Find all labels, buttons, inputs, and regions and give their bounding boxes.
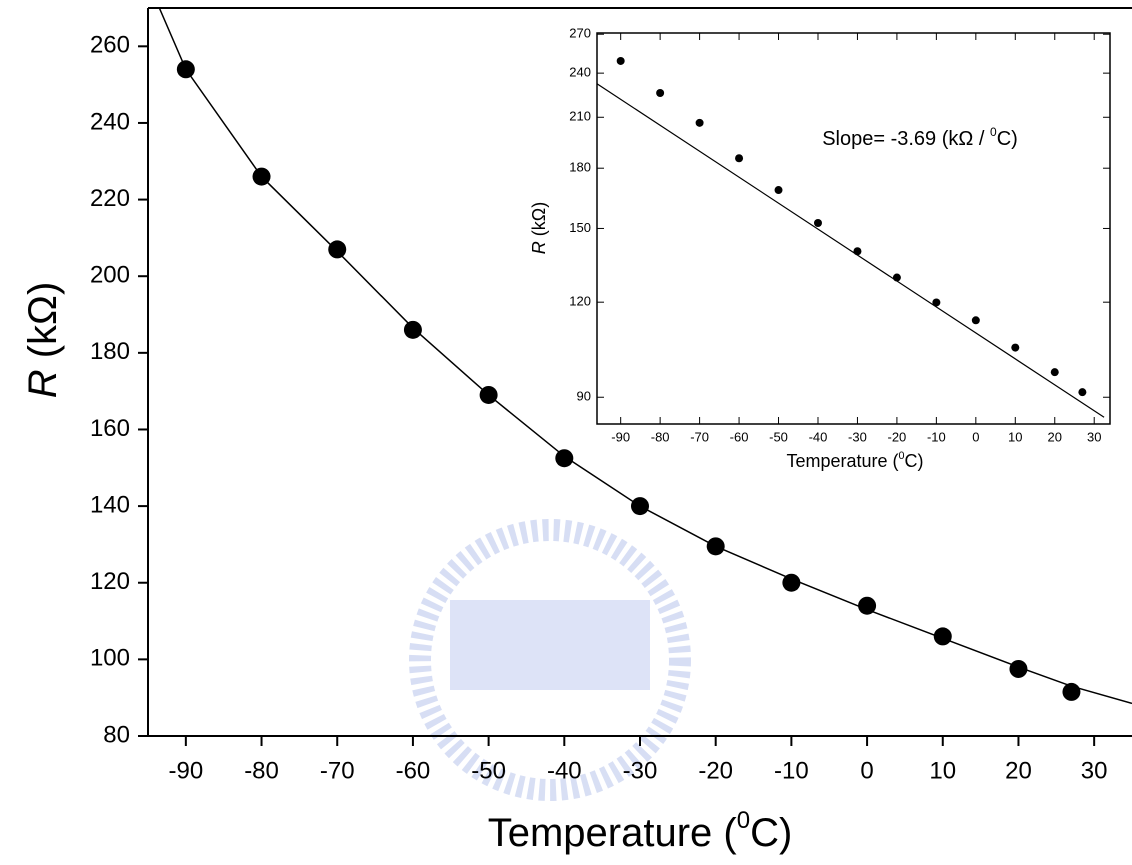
- y-tick-label: 240: [90, 108, 130, 135]
- x-tick-label: 20: [1048, 429, 1062, 444]
- x-tick-label: 30: [1081, 757, 1108, 784]
- data-point: [1078, 388, 1087, 397]
- x-tick-label: -50: [471, 757, 506, 784]
- data-point: [932, 298, 941, 307]
- x-tick-label: -20: [888, 429, 907, 444]
- x-axis-label: Temperature (0C): [786, 450, 923, 471]
- y-tick-label: 120: [90, 568, 130, 595]
- x-tick-label: -40: [547, 757, 582, 784]
- data-point: [933, 627, 952, 646]
- x-tick-label: -30: [848, 429, 867, 444]
- data-point: [403, 320, 422, 339]
- y-tick-label: 200: [90, 262, 130, 289]
- x-tick-label: 30: [1087, 429, 1101, 444]
- x-axis-label-part: Temperature (: [488, 811, 738, 855]
- annotation-part: Slope= -3.69 (kΩ /: [822, 128, 990, 150]
- data-point: [656, 89, 665, 98]
- y-tick-label: 90: [577, 389, 591, 404]
- y-tick-label: 220: [90, 185, 130, 212]
- x-tick-label: -20: [698, 757, 733, 784]
- y-tick-label: 180: [90, 338, 130, 365]
- y-axis-label-part: R: [529, 241, 549, 254]
- y-axis-label-part: (kΩ): [21, 282, 65, 370]
- y-tick-label: 120: [569, 294, 591, 309]
- data-point: [616, 56, 625, 65]
- data-point: [1050, 368, 1059, 377]
- y-tick-label: 260: [90, 32, 130, 59]
- y-tick-label: 150: [569, 220, 591, 235]
- x-tick-label: -30: [623, 757, 658, 784]
- fit-line: [597, 83, 1105, 418]
- x-axis-label-part: 0: [737, 807, 750, 834]
- x-axis-label-part: Temperature (: [786, 451, 898, 471]
- data-point: [858, 596, 877, 615]
- annotation-part: 0: [990, 125, 997, 139]
- x-axis-label-part: 0: [899, 450, 905, 462]
- data-point: [735, 154, 744, 163]
- data-point: [328, 240, 347, 259]
- x-tick-label: -60: [730, 429, 749, 444]
- y-tick-label: 180: [569, 160, 591, 175]
- x-tick-label: -10: [774, 757, 809, 784]
- x-tick-label: 10: [929, 757, 956, 784]
- plot-frame: [596, 32, 1111, 425]
- x-tick-label: -80: [244, 757, 279, 784]
- data-point: [782, 573, 801, 592]
- y-axis-label-part: R: [21, 369, 65, 398]
- x-tick-label: 20: [1005, 757, 1032, 784]
- x-axis-label-part: C): [750, 811, 792, 855]
- x-tick-label: 0: [972, 429, 979, 444]
- data-point: [695, 118, 704, 127]
- y-axis-label: R (kΩ): [21, 282, 65, 399]
- y-axis-label: R (kΩ): [529, 202, 549, 254]
- fit-line: [158, 8, 1132, 705]
- x-tick-label: -50: [769, 429, 788, 444]
- data-point: [971, 316, 980, 325]
- annotation-part: C): [997, 128, 1018, 150]
- x-axis-label-part: C): [905, 451, 924, 471]
- data-point: [555, 449, 574, 468]
- watermark: [409, 519, 691, 801]
- x-tick-label: -70: [690, 429, 709, 444]
- x-tick-label: -10: [927, 429, 946, 444]
- y-tick-label: 160: [90, 415, 130, 442]
- x-axis-label: Temperature (0C): [488, 807, 793, 855]
- y-tick-label: 140: [90, 491, 130, 518]
- x-tick-label: 0: [860, 757, 873, 784]
- data-point: [1009, 659, 1028, 678]
- y-tick-label: 240: [569, 65, 591, 80]
- x-tick-label: -80: [651, 429, 670, 444]
- y-tick-label: 100: [90, 645, 130, 672]
- data-point: [774, 186, 783, 195]
- data-point: [813, 218, 822, 227]
- x-tick-label: -90: [169, 757, 204, 784]
- y-tick-label: 80: [103, 721, 130, 748]
- y-tick-label: 270: [569, 26, 591, 41]
- x-tick-label: -40: [809, 429, 828, 444]
- x-tick-label: -60: [396, 757, 431, 784]
- y-tick-label: 210: [569, 109, 591, 124]
- x-tick-label: 10: [1008, 429, 1022, 444]
- x-tick-label: -70: [320, 757, 355, 784]
- x-tick-label: -90: [611, 429, 630, 444]
- data-point: [1011, 343, 1020, 352]
- data-point: [853, 247, 862, 256]
- annotation: Slope= -3.69 (kΩ / 0C): [822, 125, 1018, 150]
- y-axis-label-part: (kΩ): [529, 202, 549, 241]
